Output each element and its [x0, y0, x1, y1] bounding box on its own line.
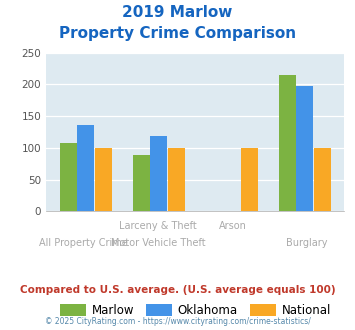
Text: Compared to U.S. average. (U.S. average equals 100): Compared to U.S. average. (U.S. average … — [20, 285, 335, 295]
Text: Property Crime Comparison: Property Crime Comparison — [59, 26, 296, 41]
Text: Burglary: Burglary — [286, 238, 328, 248]
Text: Arson: Arson — [219, 221, 246, 231]
Bar — [279, 75, 296, 211]
Bar — [296, 86, 313, 211]
Text: All Property Crime: All Property Crime — [39, 238, 128, 248]
Text: Motor Vehicle Theft: Motor Vehicle Theft — [111, 238, 205, 248]
Text: Larceny & Theft: Larceny & Theft — [119, 221, 197, 231]
Bar — [133, 155, 149, 211]
Bar — [150, 136, 167, 211]
Bar — [168, 148, 185, 211]
Text: 2019 Marlow: 2019 Marlow — [122, 5, 233, 20]
Bar — [60, 144, 77, 211]
Bar — [77, 125, 94, 211]
Bar — [95, 148, 111, 211]
Text: © 2025 CityRating.com - https://www.cityrating.com/crime-statistics/: © 2025 CityRating.com - https://www.city… — [45, 317, 310, 326]
Legend: Marlow, Oklahoma, National: Marlow, Oklahoma, National — [55, 299, 335, 322]
Bar — [241, 148, 258, 211]
Bar — [314, 148, 331, 211]
